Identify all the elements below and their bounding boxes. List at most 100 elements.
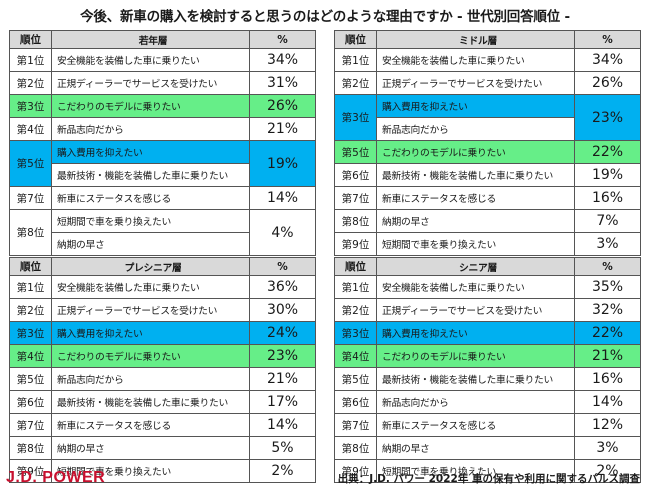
percent-cell: 31% [249,71,316,95]
rank-cell: 第3位 [9,321,52,345]
reason-cell: 短期間で車を乗り換えたい [376,459,575,483]
reason-cell: 新車にステータスを感じる [51,186,250,210]
reason-cell: 正規ディーラーでサービスを受けたい [51,71,250,95]
rank-header: 順位 [334,30,377,49]
table-row: 第5位 購入費用を抑えたい 19% [9,140,316,187]
table-row: 第6位 最新技術・機能を装備した車に乗りたい 19% [334,163,641,187]
reason-cell: 最新技術・機能を装備した車に乗りたい [376,367,575,391]
group-name-header: ミドル層 [376,30,575,49]
table-row: 第4位 こだわりのモデルに乗りたい 23% [9,344,316,368]
percent-header: % [249,257,316,276]
table-row: 納期の早さ [10,232,316,256]
table-row: 第9位 短期間で車を乗り換えたい 2% [9,459,316,483]
percent-cell: 22% [574,321,641,345]
percent-cell: 21% [249,367,316,391]
table-row: 第7位 新車にステータスを感じる 12% [334,413,641,437]
reason-cell: 新品志向だから [51,117,250,141]
table-row: 第8位 納期の早さ 7% [334,209,641,233]
rank-cell: 第2位 [334,298,377,322]
group-name-header: 若年層 [51,30,250,49]
percent-cell: 19% [249,140,316,187]
table-row: 第6位 最新技術・機能を装備した車に乗りたい 17% [9,390,316,414]
reason-cell: 購入費用を抑えたい [51,321,250,345]
percent-cell: 5% [249,436,316,460]
table-row: 第5位 こだわりのモデルに乗りたい 22% [334,140,641,164]
table-row: 第3位 こだわりのモデルに乗りたい 26% [9,94,316,118]
percent-cell: 32% [574,298,641,322]
table-row: 第2位 正規ディーラーでサービスを受けたい 31% [9,71,316,95]
percent-cell: 35% [574,275,641,299]
rank-cell: 第5位 [9,367,52,391]
percent-cell: 14% [249,413,316,437]
table-header-row: 順位 シニア層% [334,257,641,276]
rank-cell: 第9位 [334,232,377,256]
reason-cell: 安全機能を装備した車に乗りたい [376,275,575,299]
percent-cell: 17% [249,390,316,414]
table-row: 第6位 新品志向だから 14% [334,390,641,414]
reason-cell: 新車にステータスを感じる [51,413,250,437]
reason-cell: 新品志向だから [376,117,575,141]
percent-cell: 23% [249,344,316,368]
reason-cell: 最新技術・機能を装備した車に乗りたい [51,390,250,414]
table-row: 第2位 正規ディーラーでサービスを受けたい 30% [9,298,316,322]
rank-cell: 第5位 [334,140,377,164]
page-title: 今後、新車の購入を検討すると思うのはどのような理由ですか - 世代別回答順位 - [80,9,570,25]
rank-cell: 第2位 [334,71,377,95]
table-row: 第7位 新車にステータスを感じる 14% [9,186,316,210]
table-row: 第3位 購入費用を抑えたい 22% [334,321,641,345]
reason-cell: 購入費用を抑えたい [376,94,575,118]
reason-cell: こだわりのモデルに乗りたい [51,344,250,368]
percent-cell: 34% [574,48,641,72]
reason-cell: 短期間で車を乗り換えたい [51,209,250,233]
table-row: 第3位 購入費用を抑えたい 24% [9,321,316,345]
percent-cell: 4% [249,209,316,256]
percent-cell: 16% [574,186,641,210]
rank-cell: 第3位 [334,321,377,345]
reason-cell: こだわりのモデルに乗りたい [376,344,575,368]
percent-header: % [574,257,641,276]
reason-cell: 最新技術・機能を装備した車に乗りたい [376,163,575,187]
percent-header: % [249,30,316,49]
percent-cell: 12% [574,413,641,437]
percent-cell: 26% [249,94,316,118]
rank-cell: 第7位 [9,413,52,437]
rank-cell: 第1位 [334,48,377,72]
rank-cell: 第8位 [9,209,52,256]
rank-cell: 第7位 [9,186,52,210]
percent-cell: 14% [574,390,641,414]
table-header-row: 順位 若年層% [9,30,316,49]
percent-cell: 24% [249,321,316,345]
reason-cell: 正規ディーラーでサービスを受けたい [376,298,575,322]
reason-cell: こだわりのモデルに乗りたい [376,140,575,164]
reason-cell: 購入費用を抑えたい [376,321,575,345]
table-row: 第8位 納期の早さ 3% [334,436,641,460]
reason-cell: 納期の早さ [51,436,250,460]
percent-cell: 30% [249,298,316,322]
rank-header: 順位 [9,30,52,49]
table-row: 第9位 短期間で車を乗り換えたい 2% [334,459,641,483]
reason-cell: 購入費用を抑えたい [51,140,250,164]
percent-cell: 7% [574,209,641,233]
table-row: 第3位 購入費用を抑えたい 23% [334,94,641,141]
rank-cell: 第6位 [334,163,377,187]
rank-cell: 第7位 [334,186,377,210]
reason-cell: 最新技術・機能を装備した車に乗りたい [51,163,250,187]
ranking-table-young: 順位 若年層% 第1位 安全機能を装備した車に乗りたい 34% 第2位 正規ディーラーでサー… [9,30,316,256]
rank-cell: 第8位 [334,209,377,233]
group-name-header: プレシニア層 [51,257,250,276]
rank-cell: 第9位 [9,459,52,483]
source-note: 出典：J.D. パワー 2022年 車の保有や利用に関するパルス調査 [337,473,640,485]
table-header-row: 順位 プレシニア層% [9,257,316,276]
reason-cell: 安全機能を装備した車に乗りたい [51,275,250,299]
reason-cell: 新車にステータスを感じる [376,186,575,210]
reason-cell: 正規ディーラーでサービスを受けたい [376,71,575,95]
percent-cell: 2% [574,459,641,483]
rank-cell: 第9位 [334,459,377,483]
rank-cell: 第8位 [334,436,377,460]
rank-header: 順位 [9,257,52,276]
table-row: 第5位 最新技術・機能を装備した車に乗りたい 16% [334,367,641,391]
ranking-table-middle: 順位 ミドル層% 第1位 安全機能を装備した車に乗りたい 34% 第2位 正規ディーラーでサ… [334,30,641,256]
percent-cell: 14% [249,186,316,210]
table-row: 第1位 安全機能を装備した車に乗りたい 35% [334,275,641,299]
table-row: 第1位 安全機能を装備した車に乗りたい 34% [334,48,641,72]
